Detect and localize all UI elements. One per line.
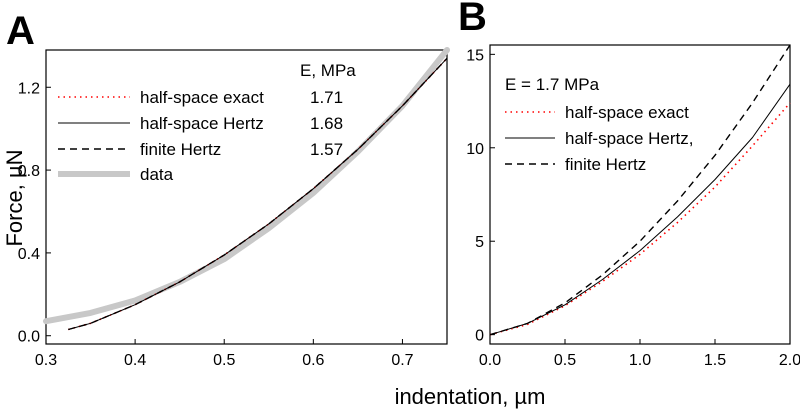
x-tick-label-a: 0.6 <box>302 352 324 369</box>
y-tick-label-a: 0.8 <box>18 163 40 180</box>
legend-a-header: E, MPa <box>300 61 356 80</box>
annotation-b-modulus: E = 1.7 MPa <box>505 75 600 94</box>
x-tick-label-b: 0.5 <box>554 352 576 369</box>
series-line-b-finite-hertz <box>489 44 791 336</box>
x-tick-label-a: 0.4 <box>124 352 146 369</box>
legend-a-label-half-space-exact: half-space exact <box>140 88 264 107</box>
plot-frame-a <box>45 49 448 345</box>
x-tick-label-b: 1.5 <box>704 352 726 369</box>
x-tick-label-b: 1.0 <box>629 352 651 369</box>
legend-a-value-half-space-exact: 1.71 <box>310 88 343 107</box>
x-tick-label-a: 0.3 <box>35 352 57 369</box>
panel-letter-a: A <box>6 9 35 53</box>
series-line-b-half-space-exact <box>489 102 791 336</box>
y-tick-label-a: 0.4 <box>18 246 40 263</box>
plot-area-a: 0.3 0.4 0.5 0.6 0.7 0.0 0.4 0.8 1.2 <box>18 47 450 369</box>
y-tick-label-b: 5 <box>475 234 484 251</box>
series-line-a-finite-hertz <box>68 57 448 331</box>
y-tick-label-a: 0.0 <box>18 329 40 346</box>
x-tick-label-a: 0.5 <box>213 352 235 369</box>
y-tick-label-a: 1.2 <box>18 80 40 97</box>
plot-area-b: 0.0 0.5 1.0 1.5 2.0 0 5 10 15 <box>466 44 800 369</box>
legend-a-value-finite-hertz: 1.57 <box>310 140 343 159</box>
legend-a-label-finite-hertz: finite Hertz <box>140 140 221 159</box>
legend-b-label-finite-hertz: finite Hertz <box>565 155 646 174</box>
y-tick-label-b: 15 <box>466 47 484 64</box>
y-tick-label-b: 0 <box>475 328 484 345</box>
x-tick-label-b: 2.0 <box>779 352 800 369</box>
legend-b-label-half-space-exact: half-space exact <box>565 103 689 122</box>
x-tick-label-b: 0.0 <box>479 352 501 369</box>
x-tick-label-a: 0.7 <box>391 352 413 369</box>
y-axis-title: Force, µN <box>2 149 27 246</box>
legend-b-label-half-space-hertz: half-space Hertz, <box>565 129 694 148</box>
legend-a-label-data: data <box>140 165 174 184</box>
panel-letter-b: B <box>458 0 487 39</box>
x-axis-title: indentation, µm <box>395 384 546 409</box>
legend-a-value-half-space-hertz: 1.68 <box>310 114 343 133</box>
legend-a-label-half-space-hertz: half-space Hertz <box>140 114 264 133</box>
y-tick-label-b: 10 <box>466 141 484 158</box>
